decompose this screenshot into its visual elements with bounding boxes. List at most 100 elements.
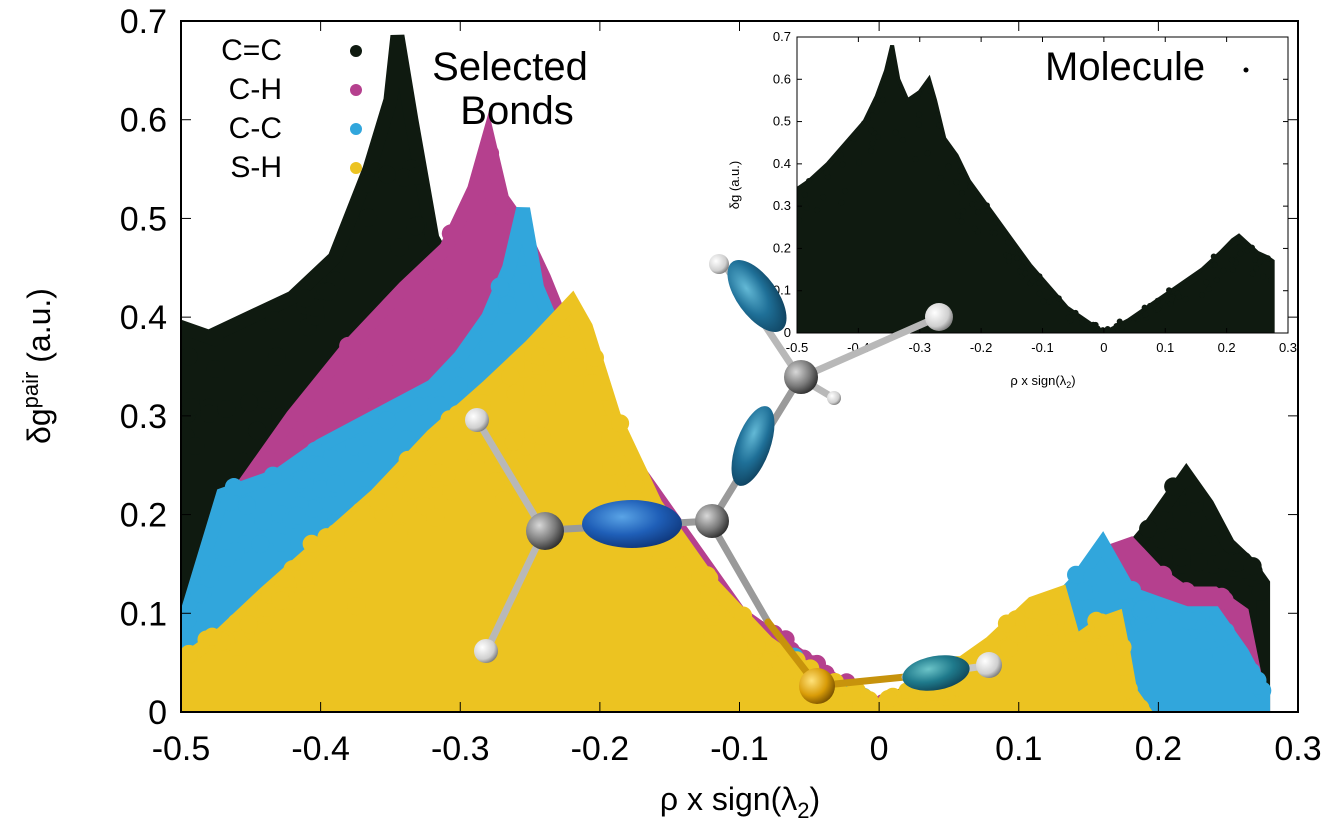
bond-c1-h2 bbox=[483, 529, 547, 654]
series-point bbox=[396, 350, 415, 369]
series-point bbox=[1133, 562, 1152, 581]
series-point bbox=[312, 480, 331, 499]
series-point bbox=[200, 404, 219, 423]
series-point bbox=[797, 201, 801, 208]
series-point bbox=[190, 584, 209, 603]
atom-s bbox=[799, 668, 835, 704]
series-point bbox=[838, 199, 845, 206]
series-point bbox=[1244, 242, 1251, 249]
series-point bbox=[239, 615, 258, 634]
series-point bbox=[1229, 266, 1236, 273]
series-point bbox=[473, 394, 492, 413]
lobe-cc-double bbox=[582, 500, 682, 548]
series-point bbox=[1074, 582, 1093, 601]
series-point bbox=[408, 166, 427, 185]
series-point bbox=[306, 441, 325, 460]
inset-x-axis-title-text: ρ x sign(λ bbox=[1010, 373, 1066, 388]
series-point bbox=[288, 506, 307, 525]
main-y-axis-title-sup: pair bbox=[18, 372, 43, 409]
series-point bbox=[498, 295, 517, 314]
series-envelope-0 bbox=[797, 44, 1275, 333]
series-point bbox=[490, 277, 509, 296]
series-point bbox=[953, 179, 960, 186]
series-point bbox=[1267, 277, 1274, 284]
main-axis-ticks bbox=[180, 20, 1299, 713]
series-point bbox=[916, 111, 923, 118]
series-point bbox=[801, 191, 808, 198]
x-tick-label: 0.3 bbox=[1274, 730, 1321, 768]
y-tick-label: 0.4 bbox=[773, 156, 791, 171]
legend-marker-1 bbox=[350, 84, 362, 96]
series-point bbox=[351, 502, 370, 521]
atom-h1 bbox=[465, 408, 489, 432]
series-point bbox=[879, 96, 886, 103]
inset-y-tick-labels: 00.10.20.30.40.50.60.7 bbox=[773, 29, 791, 340]
series-point bbox=[322, 380, 341, 399]
series-point bbox=[271, 591, 290, 610]
molecule-overlay bbox=[465, 254, 1002, 704]
series-point bbox=[359, 432, 378, 451]
series-point bbox=[1154, 573, 1173, 592]
x-tick-label: -0.3 bbox=[909, 340, 931, 355]
annotation-selected: Selected bbox=[432, 45, 588, 89]
series-point bbox=[595, 415, 614, 434]
series-point bbox=[181, 610, 197, 629]
atom-h6 bbox=[976, 652, 1002, 678]
series-point bbox=[1210, 253, 1217, 260]
series-point bbox=[1264, 255, 1271, 262]
series-point bbox=[369, 492, 388, 511]
series-point bbox=[203, 627, 222, 646]
series-point bbox=[1198, 292, 1205, 299]
atom-h5 bbox=[827, 391, 841, 405]
series-point bbox=[304, 499, 323, 518]
inset-title: Molecule bbox=[1045, 45, 1205, 89]
x-tick-label: -0.2 bbox=[571, 730, 630, 768]
series-point bbox=[933, 112, 940, 119]
series-point bbox=[237, 496, 256, 515]
series-point bbox=[384, 487, 403, 506]
series-point bbox=[309, 456, 328, 475]
series-point bbox=[276, 569, 295, 588]
x-tick-label: -0.2 bbox=[970, 340, 992, 355]
series-point bbox=[1163, 528, 1182, 547]
series-point bbox=[892, 129, 899, 136]
series-point bbox=[691, 567, 710, 586]
series-point bbox=[1119, 323, 1126, 330]
series-point bbox=[1059, 302, 1066, 309]
series-point bbox=[568, 358, 587, 377]
atom-c2 bbox=[695, 504, 729, 538]
series-point bbox=[1228, 553, 1247, 572]
series-point bbox=[958, 218, 965, 225]
y-tick-label: 0.5 bbox=[120, 200, 167, 238]
inset-scatter-data bbox=[797, 44, 1275, 333]
inset-axis-ticks bbox=[796, 36, 1289, 334]
main-x-tick-labels: -0.5 -0.4 -0.3 -0.2 -0.1 0 0.1 0.2 0.3 bbox=[152, 730, 1322, 768]
series-point bbox=[1216, 622, 1235, 641]
series-point bbox=[883, 70, 890, 77]
series-point bbox=[912, 156, 919, 163]
series-point bbox=[1205, 286, 1212, 293]
series-point bbox=[873, 108, 880, 115]
series-point bbox=[442, 272, 461, 291]
bond-c3-h4 bbox=[796, 314, 940, 382]
y-tick-label: 0.2 bbox=[120, 497, 167, 535]
series-point bbox=[182, 398, 201, 417]
series-point bbox=[376, 351, 395, 370]
series-point bbox=[960, 208, 967, 215]
series-point bbox=[861, 120, 868, 127]
main-scatter-data bbox=[181, 34, 1272, 712]
series-point bbox=[1168, 296, 1175, 303]
series-point bbox=[394, 168, 413, 187]
series-point bbox=[197, 547, 216, 566]
series-point bbox=[509, 458, 528, 477]
series-point bbox=[1002, 232, 1009, 239]
series-point bbox=[404, 480, 423, 499]
y-tick-label: 0.4 bbox=[120, 299, 167, 337]
x-tick-label: 0.2 bbox=[1218, 340, 1236, 355]
series-point bbox=[814, 207, 821, 214]
series-point bbox=[1179, 611, 1198, 630]
series-point bbox=[1167, 301, 1174, 308]
series-point bbox=[358, 445, 377, 464]
series-point bbox=[670, 566, 689, 585]
series-point bbox=[1196, 631, 1215, 650]
